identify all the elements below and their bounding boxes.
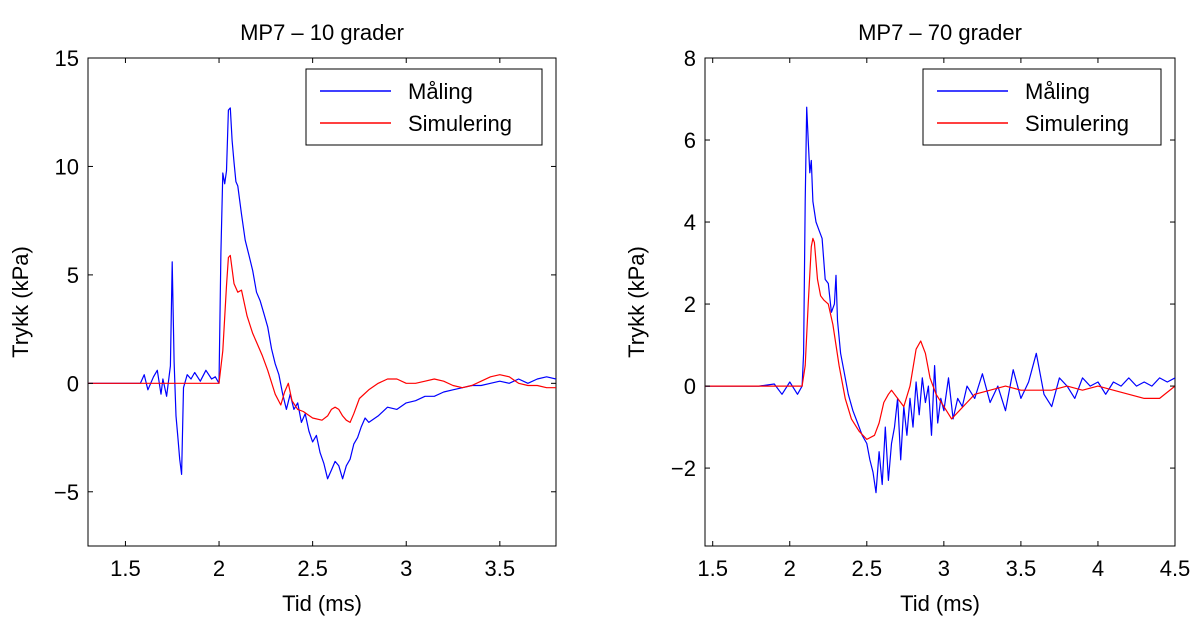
y-tick-label: 0 (67, 371, 79, 396)
x-tick-label: 3 (400, 556, 412, 581)
y-tick-label: −5 (54, 480, 79, 505)
y-axis-label: Trykk (kPa) (8, 246, 33, 358)
x-tick-label: 3.5 (1006, 556, 1037, 581)
x-tick-label: 4 (1092, 556, 1104, 581)
series-line-simulering (88, 254, 556, 423)
x-tick-label: 2.5 (297, 556, 328, 581)
x-axis-label: Tid (ms) (900, 591, 980, 616)
x-tick-label: 3 (938, 556, 950, 581)
legend-label: Simulering (1025, 111, 1129, 136)
x-axis-label: Tid (ms) (282, 591, 362, 616)
legend-label: Simulering (408, 111, 512, 136)
y-tick-label: 6 (684, 128, 696, 153)
series-group (705, 106, 1175, 494)
y-tick-label: 4 (684, 210, 696, 235)
chart-title: MP7 – 70 grader (858, 20, 1022, 45)
x-tick-label: 2 (213, 556, 225, 581)
charts: 1.5 2 2.5 3 3.5 −5 0 5 10 15 MP7 – 10 grader Tid (m… (8, 20, 1190, 616)
x-tick-label: 4.5 (1160, 556, 1191, 581)
chart-title: MP7 – 10 grader (240, 20, 404, 45)
chart-panel-1: 1.5 2 2.5 3 3.5 −5 0 5 10 15 MP7 – 10 grader Tid (m… (8, 20, 557, 616)
y-tick-label: 15 (55, 46, 79, 71)
chart-panel-2: 1.5 2 2.5 3 3.5 4 4.5 −2 0 2 4 6 8 MP7 – 70 grader Tid… (624, 20, 1190, 616)
y-tick-label: 8 (684, 46, 696, 71)
y-axis-label: Trykk (kPa) (624, 246, 649, 358)
y-tick-label: 2 (684, 292, 696, 317)
y-tick-label: 10 (55, 154, 79, 179)
series-line-maling (88, 107, 556, 480)
x-tick-label: 1.5 (697, 556, 728, 581)
legend-box (922, 68, 1162, 146)
legend: Måling Simulering (922, 68, 1162, 146)
series-group (88, 107, 556, 480)
x-tick-label: 2 (784, 556, 796, 581)
x-tick-label: 1.5 (110, 556, 141, 581)
legend-label: Måling (1025, 79, 1090, 104)
x-tick-label: 2.5 (852, 556, 883, 581)
legend-label: Måling (408, 79, 473, 104)
y-tick-label: 0 (684, 374, 696, 399)
y-tick-label: 5 (67, 263, 79, 288)
x-tick-label: 3.5 (485, 556, 516, 581)
series-line-simulering (705, 237, 1175, 440)
y-tick-label: −2 (671, 456, 696, 481)
legend-box (305, 68, 543, 146)
series-line-maling (705, 106, 1175, 494)
legend: Måling Simulering (305, 68, 543, 146)
